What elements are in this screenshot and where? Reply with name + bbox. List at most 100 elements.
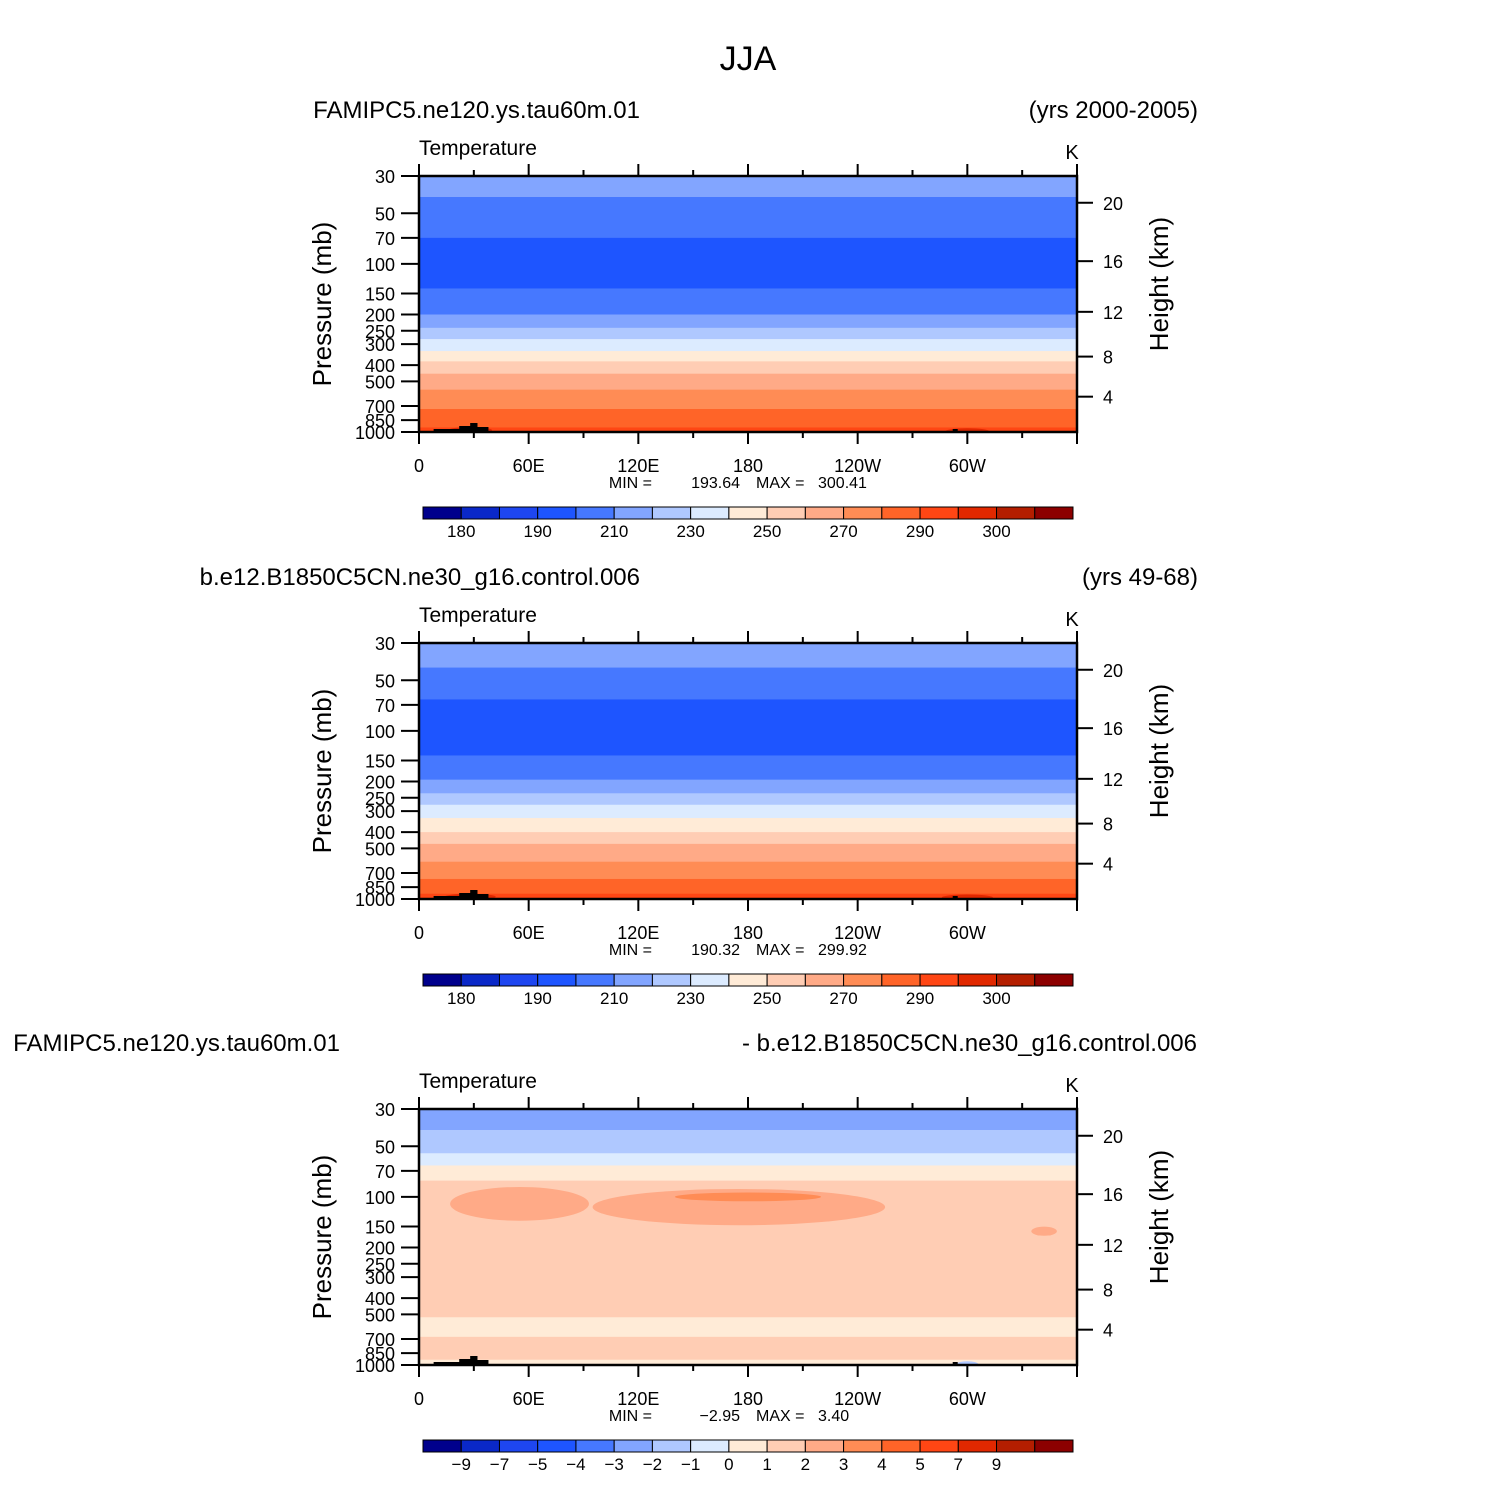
contour-band <box>419 176 1077 198</box>
min-label: MIN = <box>609 942 652 959</box>
ylabel-right: Height (km) <box>1144 1150 1174 1284</box>
colorbar-segment <box>766 1439 806 1453</box>
colorbar-segment <box>881 973 921 987</box>
pressure-tick-label: 850 <box>365 411 395 431</box>
ylabel-left: Pressure (mb) <box>307 689 337 854</box>
x-tick-label: 180 <box>733 456 763 476</box>
panel-title-right: - b.e12.B1850C5CN.ne30_g16.control.006 <box>742 1030 1197 1057</box>
contour-band <box>419 1336 1077 1361</box>
ylabel-right: Height (km) <box>1144 217 1174 351</box>
min-value: 193.64 <box>691 475 740 492</box>
pressure-tick-label: 850 <box>365 878 395 898</box>
pressure-tick-label: 50 <box>375 1137 395 1157</box>
colorbar-segment <box>537 506 577 520</box>
pressure-tick-label: 70 <box>375 1162 395 1182</box>
pressure-tick-label: 150 <box>365 751 395 771</box>
contour-band <box>419 389 1077 410</box>
contour-feature <box>674 1192 822 1202</box>
contour-band <box>419 314 1077 329</box>
colorbar-segment <box>996 506 1036 520</box>
colorbar-segment <box>1034 506 1074 520</box>
colorbar-label: 270 <box>829 989 857 1008</box>
colorbar-label: 210 <box>600 522 628 541</box>
units-label: K <box>1065 142 1079 164</box>
colorbar-label: 3 <box>839 1455 848 1474</box>
contour-band <box>419 861 1077 880</box>
page-title: JJA <box>720 40 777 78</box>
height-tick-label: 4 <box>1103 855 1113 875</box>
colorbar-segment <box>728 973 768 987</box>
colorbar-segment <box>881 1439 921 1453</box>
x-tick-label: 120W <box>834 923 881 943</box>
colorbar-segment <box>613 973 653 987</box>
panel-1: FAMIPC5.ne120.ys.tau60m.01 (yrs 2000-2005… <box>307 97 1198 541</box>
colorbar-segment <box>613 1439 653 1453</box>
colorbar-segment <box>460 973 500 987</box>
max-label: MAX = <box>756 475 804 492</box>
colorbar-segment <box>804 506 845 520</box>
colorbar-label: −2 <box>643 1455 662 1474</box>
height-tick-label: 12 <box>1103 1236 1123 1256</box>
contour-band <box>419 327 1077 340</box>
colorbar-segment <box>766 973 806 987</box>
colorbar-label: −7 <box>490 1455 509 1474</box>
ylabel-left: Pressure (mb) <box>307 1155 337 1320</box>
units-label: K <box>1065 1075 1079 1097</box>
colorbar-label: 230 <box>676 522 704 541</box>
ylabel-left: Pressure (mb) <box>307 222 337 387</box>
colorbar-segment <box>460 1439 500 1453</box>
colorbar-segment <box>537 973 577 987</box>
colorbar-segment <box>498 1439 539 1453</box>
colorbar-label: 4 <box>877 1455 886 1474</box>
contour-band <box>419 818 1077 833</box>
colorbar-label: 180 <box>447 989 475 1008</box>
height-tick-label: 8 <box>1103 1281 1113 1301</box>
x-tick-label: 120W <box>834 456 881 476</box>
panel-title-left: FAMIPC5.ne120.ys.tau60m.01 <box>313 97 640 124</box>
x-tick-label: 60W <box>949 1389 986 1409</box>
height-tick-label: 8 <box>1103 815 1113 835</box>
pressure-tick-label: 400 <box>365 823 395 843</box>
colorbar-segment <box>957 973 998 987</box>
contour-feature <box>1031 1226 1057 1236</box>
colorbar-segment <box>919 506 959 520</box>
height-tick-label: 16 <box>1103 719 1123 739</box>
contour-band <box>419 643 1077 669</box>
colorbar-segment <box>422 506 462 520</box>
colorbar-segment <box>537 1439 577 1453</box>
pressure-tick-label: 500 <box>365 1305 395 1325</box>
contour-band <box>419 1109 1077 1131</box>
pressure-tick-label: 50 <box>375 204 395 224</box>
colorbar-segment <box>651 1439 692 1453</box>
contour-band <box>419 1359 1077 1365</box>
topography <box>433 423 489 432</box>
field-label: Temperature <box>419 1070 537 1093</box>
colorbar-segment <box>575 1439 615 1453</box>
colorbar-label: 300 <box>982 522 1010 541</box>
colorbar-label: −1 <box>681 1455 700 1474</box>
colorbar-label: 230 <box>676 989 704 1008</box>
panel-2: b.e12.B1850C5CN.ne30_g16.control.006 (yrs… <box>200 564 1198 1008</box>
topography <box>433 1356 489 1365</box>
height-tick-label: 12 <box>1103 303 1123 323</box>
pressure-tick-label: 700 <box>365 1330 395 1350</box>
colorbar-segment <box>996 1439 1036 1453</box>
colorbar-segment <box>613 506 653 520</box>
x-tick-label: 0 <box>414 1389 424 1409</box>
colorbar-segment <box>498 973 539 987</box>
pressure-tick-label: 30 <box>375 1100 395 1120</box>
topography <box>952 1362 958 1365</box>
pressure-tick-label: 500 <box>365 372 395 392</box>
colorbar-segment <box>690 506 730 520</box>
height-tick-label: 4 <box>1103 388 1113 408</box>
contour-band <box>419 361 1077 375</box>
x-tick-label: 120E <box>617 456 659 476</box>
pressure-tick-label: 700 <box>365 397 395 417</box>
colorbar-label: −9 <box>452 1455 471 1474</box>
colorbar-segment <box>996 973 1036 987</box>
contour-band <box>419 1165 1077 1182</box>
colorbar-segment <box>957 506 998 520</box>
colorbar-label: 2 <box>801 1455 810 1474</box>
contour-band <box>419 832 1077 845</box>
contour-band <box>419 237 1077 289</box>
